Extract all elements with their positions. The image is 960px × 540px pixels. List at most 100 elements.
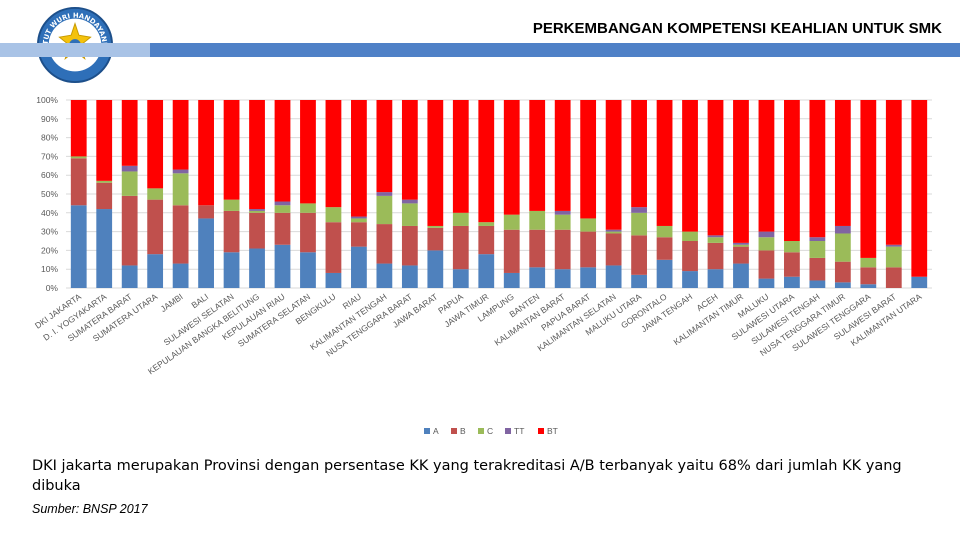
y-tick-label: 10% <box>41 264 58 274</box>
header-bar-light <box>0 43 150 57</box>
bar-segment-b <box>580 231 597 268</box>
bar-segment-tt <box>401 199 418 204</box>
bar-segment-c <box>503 214 520 230</box>
bar-segment-b <box>121 195 138 266</box>
bar-segment-bt <box>223 100 240 200</box>
bar-segment-b <box>605 233 622 266</box>
bar-segment-b <box>172 205 189 264</box>
bar-segment-c <box>478 222 495 226</box>
bar-segment-c <box>554 214 571 230</box>
bar-segment-b <box>198 205 214 219</box>
bar-segment-tt <box>758 231 775 238</box>
bar-segment-a <box>554 269 571 288</box>
bar-segment-bt <box>503 100 520 215</box>
bar-segment-tt <box>249 209 265 211</box>
y-tick-label: 80% <box>41 133 58 143</box>
bar-segment-c <box>656 225 673 238</box>
x-tick-label: JAMBI <box>159 291 185 314</box>
bar-segment-a <box>401 265 418 288</box>
bar-segment-tt <box>834 225 851 234</box>
bar-segment-b <box>401 225 418 266</box>
bar-segment-c <box>351 218 367 223</box>
legend-label: A <box>433 426 439 436</box>
bar-segment-a <box>198 218 214 288</box>
bar-segment-c <box>580 218 597 232</box>
bar-segment-a <box>631 274 647 288</box>
bar-segment-c <box>300 203 316 213</box>
bar-segment-c <box>172 173 189 206</box>
bar-segment-c <box>834 233 851 262</box>
bar-segment-bt <box>452 100 469 213</box>
bar-segment-a <box>784 276 800 288</box>
bar-segment-bt <box>758 100 775 232</box>
bar-segment-bt <box>682 100 698 232</box>
bar-segment-a <box>834 282 851 288</box>
header-bar <box>150 43 960 57</box>
bar-segment-tt <box>274 201 291 206</box>
bar-segment-c <box>223 199 240 211</box>
bar-segment-bt <box>885 100 902 245</box>
bar-segment-b <box>452 225 469 270</box>
bar-segment-c <box>401 203 418 226</box>
legend-swatch-tt <box>505 428 511 434</box>
bar-segment-b <box>682 241 698 272</box>
bar-segment-bt <box>351 100 367 217</box>
bar-segment-a <box>325 272 342 288</box>
bar-segment-b <box>478 225 495 255</box>
bar-segment-a <box>656 259 673 288</box>
bar-segment-b <box>860 267 877 285</box>
bar-segment-a <box>529 267 546 288</box>
bar-segment-bt <box>70 100 87 157</box>
bar-segment-bt <box>96 100 113 181</box>
bar-segment-bt <box>478 100 495 223</box>
bar-segment-a <box>452 269 469 288</box>
bar-segment-c <box>529 210 546 230</box>
bar-segment-tt <box>121 165 138 172</box>
bar-segment-bt <box>834 100 851 226</box>
bar-segment-c <box>274 205 291 213</box>
bar-segment-c <box>452 212 469 226</box>
bar-segment-bt <box>554 100 571 211</box>
bar-segment-bt <box>784 100 800 241</box>
bar-segment-tt <box>885 244 902 247</box>
bar-segment-a <box>682 271 698 288</box>
bar-segment-bt <box>121 100 138 166</box>
bar-segment-tt <box>605 229 622 232</box>
bar-segment-b <box>223 210 240 253</box>
bar-segment-c <box>707 237 724 243</box>
bar-segment-b <box>707 242 724 270</box>
bar-segment-b <box>529 229 546 268</box>
bar-segment-c <box>860 257 877 268</box>
bar-segment-a <box>911 276 928 288</box>
y-tick-label: 30% <box>41 227 58 237</box>
bar-segment-bt <box>656 100 673 226</box>
bar-segment-c <box>885 246 902 268</box>
bar-segment-b <box>351 222 367 247</box>
bar-segment-a <box>274 244 291 288</box>
bar-segment-a <box>503 272 520 288</box>
bar-segment-c <box>605 231 622 234</box>
y-tick-label: 100% <box>36 95 58 105</box>
y-tick-label: 50% <box>41 189 58 199</box>
bar-segment-c <box>121 171 138 196</box>
bar-segment-c <box>427 225 444 228</box>
y-tick-label: 20% <box>41 245 58 255</box>
bar-segment-c <box>376 195 393 225</box>
bar-segment-b <box>96 182 113 210</box>
bar-segment-b <box>325 222 342 273</box>
legend-label: BT <box>547 426 558 436</box>
legend-swatch-c <box>478 428 484 434</box>
bar-segment-tt <box>351 216 367 219</box>
bar-segment-bt <box>911 100 928 277</box>
bar-segment-tt <box>631 207 647 213</box>
y-tick-label: 90% <box>41 114 58 124</box>
bar-segment-bt <box>733 100 749 243</box>
bar-segment-a <box>733 263 749 288</box>
bar-segment-b <box>70 158 87 206</box>
legend-swatch-b <box>451 428 457 434</box>
bar-segment-tt <box>707 235 724 238</box>
bar-segment-c <box>147 188 164 200</box>
bar-segment-b <box>249 212 265 249</box>
bar-segment-bt <box>325 100 342 208</box>
bar-segment-a <box>223 252 240 288</box>
